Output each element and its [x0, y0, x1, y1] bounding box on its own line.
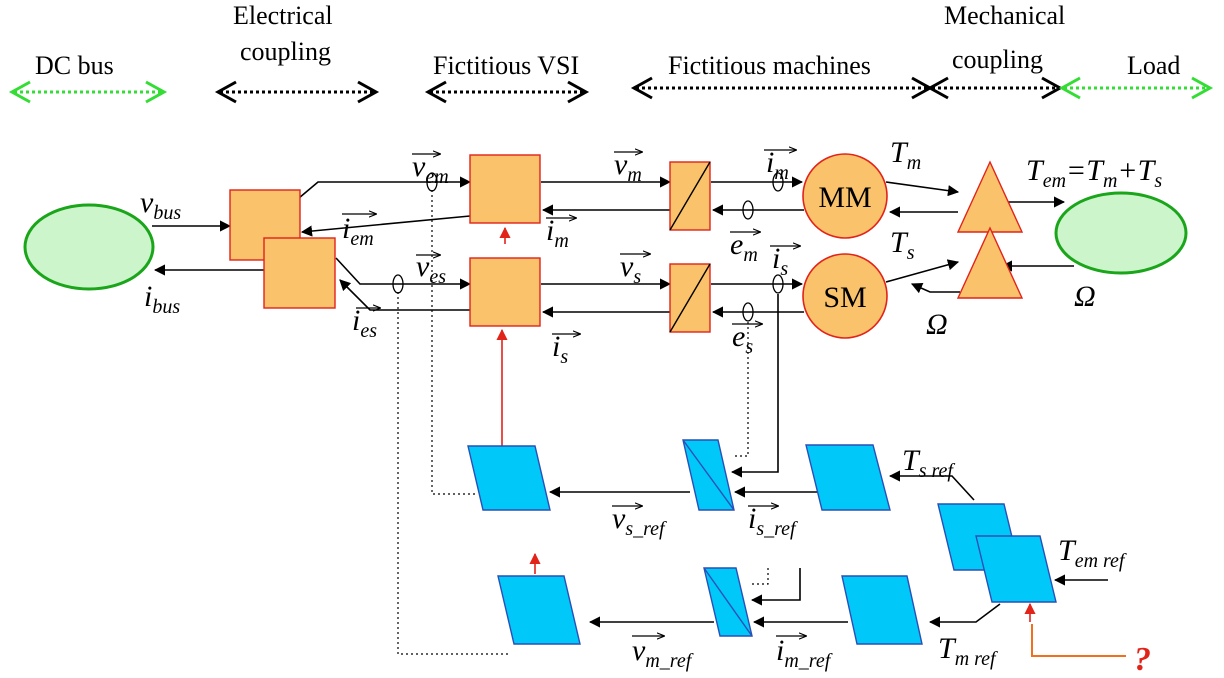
- label-v-s-ref: vs_ref: [612, 502, 667, 540]
- fictitious-machines-label: Fictitious machines: [668, 51, 871, 80]
- load-source: [1054, 191, 1188, 275]
- control-vsi-mm: [497, 575, 581, 645]
- dc-bus-source: [23, 203, 155, 291]
- control-conv-sm: [682, 439, 735, 511]
- label-e-s: es: [732, 320, 753, 358]
- dc-bus-label: DC bus: [35, 51, 114, 80]
- machine-mm-label: MM: [818, 181, 871, 214]
- mechanical-coupling-arrow: [926, 76, 1064, 100]
- variable-labels: vbus ibus vem iem ves ies vm im vs is im…: [140, 136, 1162, 678]
- fictitious-vsi-label: Fictitious VSI: [433, 51, 579, 80]
- label-v-s: vs: [620, 250, 641, 288]
- mech-coupling-triangle-2: [956, 226, 1024, 299]
- control-conv-mm: [703, 567, 753, 637]
- machine-mm: MM: [802, 153, 888, 239]
- label-v-bus: vbus: [140, 186, 181, 224]
- label-i-s-ref: is_ref: [748, 502, 798, 540]
- label-i-es: ies: [352, 304, 377, 342]
- machine-sm-label: SM: [823, 281, 866, 314]
- label-torque-equation: Tem=Tm+Ts: [1026, 154, 1162, 192]
- header-arrows: [8, 76, 1214, 104]
- control-torque-dist-2: [975, 535, 1057, 603]
- vsi-block-sm: [469, 257, 541, 327]
- question-mark: ?: [1134, 641, 1151, 678]
- label-omega-mid: Ω: [926, 308, 948, 341]
- mechanical-label-2: coupling: [952, 45, 1043, 74]
- sensors: [392, 172, 784, 322]
- label-e-m: em: [730, 228, 758, 266]
- electrical-label-1: Electrical: [233, 1, 333, 30]
- mechanical-label-1: Mechanical: [944, 1, 1065, 30]
- label-t-s-ref: Ts ref: [902, 444, 955, 482]
- load-label: Load: [1127, 51, 1180, 80]
- label-i-em: iem: [342, 212, 374, 250]
- label-t-em-ref: Tem ref: [1058, 534, 1127, 572]
- header-labels: DC bus Electrical coupling Fictitious VS…: [35, 1, 1180, 80]
- label-i-m: im: [766, 146, 789, 184]
- electrical-coupling-arrow: [214, 80, 380, 104]
- electrical-label-2: coupling: [240, 37, 331, 66]
- dc-bus-arrow: [8, 80, 168, 104]
- dotted-wires: [397, 190, 769, 655]
- label-v-es: ves: [416, 250, 446, 288]
- label-i-m-vsi: im: [546, 214, 569, 252]
- converter-block-sm: [669, 263, 711, 333]
- fictitious-vsi-arrow: [424, 80, 590, 104]
- label-v-m: vm: [614, 148, 642, 186]
- mech-coupling-triangle-1: [956, 160, 1024, 233]
- vsi-block-mm: [469, 154, 541, 224]
- electrical-coupling-block-2: [263, 237, 336, 309]
- control-vsi-sm: [467, 445, 551, 511]
- control-wires: [548, 294, 1108, 628]
- red-control-arrows: [496, 226, 541, 574]
- fictitious-machines-arrow: [630, 76, 934, 100]
- label-i-s: is: [772, 242, 788, 280]
- control-torque-sm: [805, 444, 891, 511]
- control-torque-mm: [841, 575, 923, 645]
- vector-arrows: [342, 150, 806, 636]
- converter-block-mm: [669, 161, 711, 231]
- load-arrow: [1058, 76, 1214, 100]
- label-t-m: Tm: [890, 136, 921, 174]
- label-i-m-ref: im_ref: [776, 634, 833, 672]
- label-i-bus: ibus: [144, 280, 180, 318]
- label-omega-right: Ω: [1074, 280, 1096, 313]
- label-i-s-vsi: is: [552, 330, 568, 368]
- label-v-em: vem: [412, 150, 449, 188]
- label-t-s: Ts: [890, 226, 915, 264]
- label-v-m-ref: vm_ref: [632, 634, 694, 672]
- machine-sm: SM: [802, 253, 888, 339]
- label-t-m-ref: Tm ref: [938, 632, 998, 670]
